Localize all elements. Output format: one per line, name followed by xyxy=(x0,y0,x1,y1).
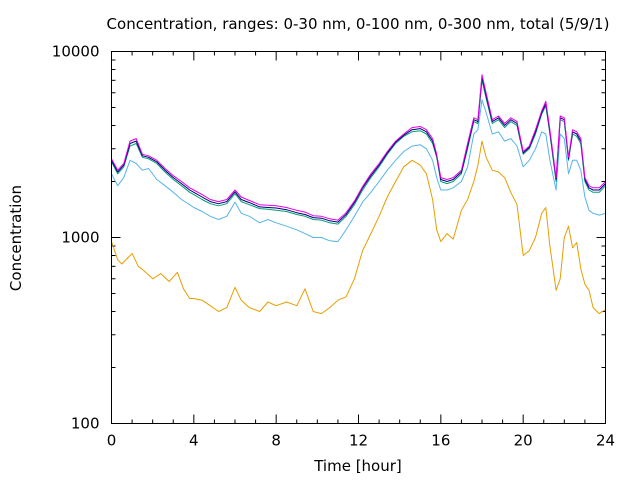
y-tick-label: 10000 xyxy=(52,43,100,61)
y-tick-label: 100 xyxy=(71,415,100,433)
series-group xyxy=(111,74,606,315)
series-line-2 xyxy=(111,99,606,243)
x-tick-label: 0 xyxy=(107,432,117,450)
y-tick-label: 1000 xyxy=(61,229,99,247)
x-tick-label: 8 xyxy=(271,432,281,450)
x-tick-label: 20 xyxy=(514,432,533,450)
x-axis-ticks: 0 4 8 12 16 20 24 xyxy=(107,51,615,450)
plot-frame xyxy=(111,51,606,424)
x-tick-label: 4 xyxy=(189,432,199,450)
series-line-5 xyxy=(111,74,606,221)
y-axis-ticks: 100 1000 10000 xyxy=(52,43,606,433)
x-tick-label: 12 xyxy=(349,432,368,450)
x-axis-title: Time [hour] xyxy=(313,457,402,475)
series-line-4 xyxy=(111,76,606,223)
y-axis-title: Concentration xyxy=(7,185,25,291)
chart-title: Concentration, ranges: 0-30 nm, 0-100 nm… xyxy=(107,15,610,33)
series-line-1 xyxy=(111,140,606,315)
x-tick-label: 24 xyxy=(596,432,615,450)
x-tick-label: 16 xyxy=(431,432,450,450)
